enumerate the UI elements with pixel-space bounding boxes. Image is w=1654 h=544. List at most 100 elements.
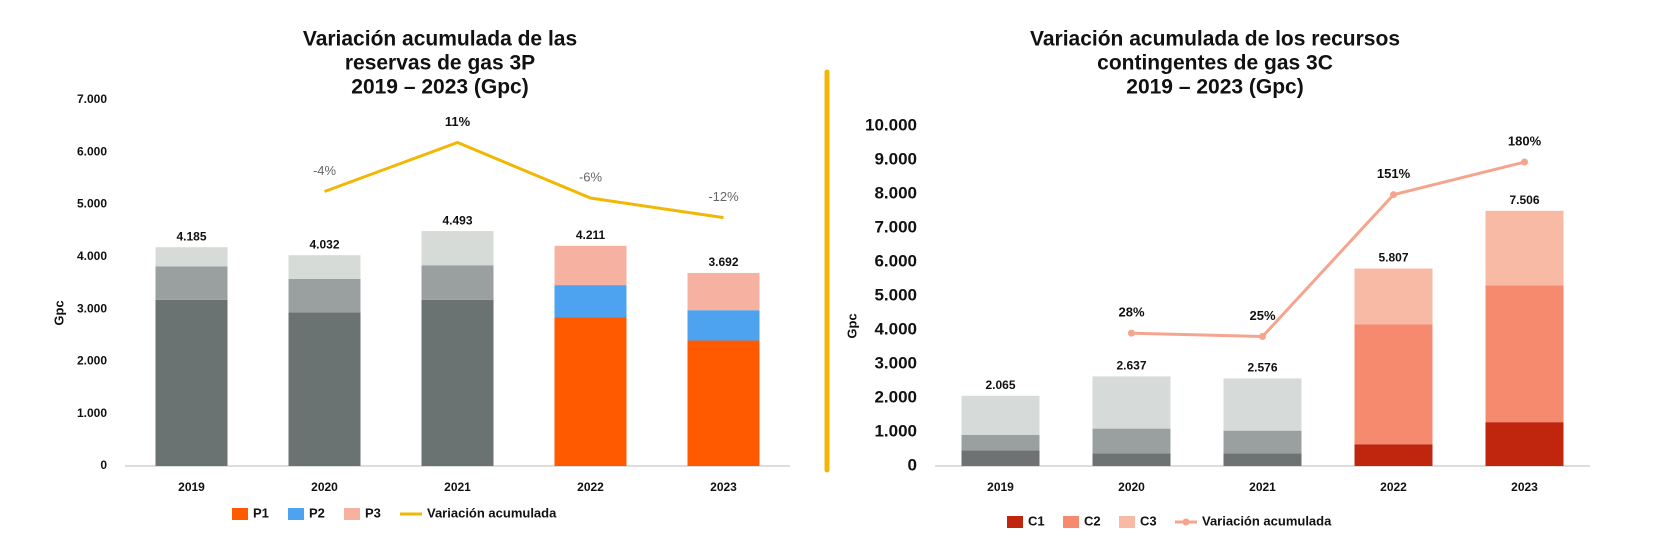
bar (1223, 378, 1302, 431)
bar (554, 285, 627, 318)
line-value-label: 180% (1508, 133, 1542, 148)
bar (961, 395, 1040, 435)
legend-label: C2 (1084, 513, 1101, 528)
bar (421, 265, 494, 300)
bar (687, 340, 760, 466)
y-tick-label: 6.000 (77, 144, 107, 158)
line-series (1131, 160, 1525, 339)
line-value-label: -12% (708, 189, 739, 204)
legend-swatch (232, 508, 248, 520)
y-tick-label: 8.000 (874, 183, 917, 202)
bar (288, 312, 361, 466)
bar (421, 299, 494, 466)
x-tick-label: 2021 (1249, 480, 1276, 494)
chart-title: reservas de gas 3P (345, 52, 535, 75)
bar (155, 299, 228, 466)
y-tick-label: 3.000 (77, 301, 107, 315)
legend-swatch (1119, 516, 1135, 528)
line-value-label: -6% (579, 169, 603, 184)
y-tick-label: 6.000 (874, 251, 917, 270)
y-axis-label: Gpc (844, 313, 859, 338)
y-tick-label: 3.000 (874, 353, 917, 372)
chart-title: Variación acumulada de las (303, 28, 577, 51)
legend-label: P3 (365, 505, 381, 520)
line-value-label: -4% (313, 163, 337, 178)
y-tick-label: 9.000 (874, 149, 917, 168)
line-series (323, 140, 724, 220)
legend-swatch (1063, 516, 1079, 528)
y-tick-label: 0 (908, 455, 917, 474)
legend-marker (1182, 518, 1190, 526)
x-tick-label: 2022 (1380, 480, 1407, 494)
total-label: 4.493 (442, 213, 472, 227)
y-tick-label: 4.000 (874, 319, 917, 338)
bar (1485, 210, 1564, 286)
y-tick-label: 2.000 (874, 387, 917, 406)
bar (961, 450, 1040, 466)
line-value-label: 151% (1377, 166, 1411, 181)
x-tick-label: 2020 (1118, 480, 1145, 494)
y-tick-label: 4.000 (77, 249, 107, 263)
bar (1354, 268, 1433, 325)
line-marker (1128, 329, 1135, 337)
total-label: 7.506 (1509, 193, 1539, 207)
chart-title: contingentes de gas 3C (1097, 52, 1333, 75)
y-tick-label: 5.000 (77, 197, 107, 211)
line-marker (1259, 333, 1266, 341)
total-label: 4.032 (309, 237, 339, 251)
bar (1223, 430, 1302, 454)
bar (1485, 422, 1564, 466)
bar (1223, 453, 1302, 466)
line-value-label: 28% (1118, 305, 1144, 320)
bar (961, 434, 1040, 451)
legend-swatch (344, 508, 360, 520)
total-label: 2.065 (985, 378, 1015, 392)
bar (554, 245, 627, 286)
line-marker (1390, 191, 1397, 199)
legend-label: C1 (1028, 513, 1045, 528)
x-tick-label: 2023 (1511, 480, 1538, 494)
bar (1092, 453, 1171, 466)
legend-label: Variación acumulada (1202, 513, 1332, 528)
legend-label: C3 (1140, 513, 1157, 528)
bar (1354, 324, 1433, 445)
total-label: 5.807 (1378, 251, 1408, 265)
line-marker (1521, 158, 1528, 166)
legend-label: P2 (309, 505, 325, 520)
bar (1092, 428, 1171, 454)
y-tick-label: 7.000 (77, 92, 107, 106)
bar (1092, 376, 1171, 429)
total-label: 4.185 (176, 229, 206, 243)
y-tick-label: 5.000 (874, 285, 917, 304)
y-tick-label: 10.000 (865, 115, 917, 134)
bar (554, 317, 627, 466)
line-value-label: 11% (445, 114, 471, 129)
bar (687, 272, 760, 311)
total-label: 4.211 (576, 228, 606, 242)
x-tick-label: 2023 (710, 480, 737, 494)
y-tick-label: 0 (100, 458, 107, 472)
bar (155, 266, 228, 300)
total-label: 2.637 (1116, 359, 1146, 373)
total-label: 2.576 (1247, 361, 1277, 375)
bar (421, 231, 494, 266)
x-tick-label: 2019 (987, 480, 1014, 494)
x-tick-label: 2021 (444, 480, 471, 494)
y-axis-label: Gpc (51, 300, 66, 325)
chart-title: 2019 – 2023 (Gpc) (1126, 76, 1303, 99)
bar (687, 310, 760, 341)
bar (155, 247, 228, 267)
chart-title: Variación acumulada de los recursos (1030, 28, 1400, 51)
legend-label: Variación acumulada (427, 505, 557, 520)
x-tick-label: 2019 (178, 480, 205, 494)
legend-swatch (1007, 516, 1023, 528)
line-value-label: 25% (1249, 308, 1275, 323)
bar (1354, 444, 1433, 466)
bar (288, 255, 361, 279)
x-tick-label: 2020 (311, 480, 338, 494)
legend-swatch (288, 508, 304, 520)
x-tick-label: 2022 (577, 480, 604, 494)
legend-label: P1 (253, 505, 269, 520)
y-tick-label: 1.000 (874, 421, 917, 440)
